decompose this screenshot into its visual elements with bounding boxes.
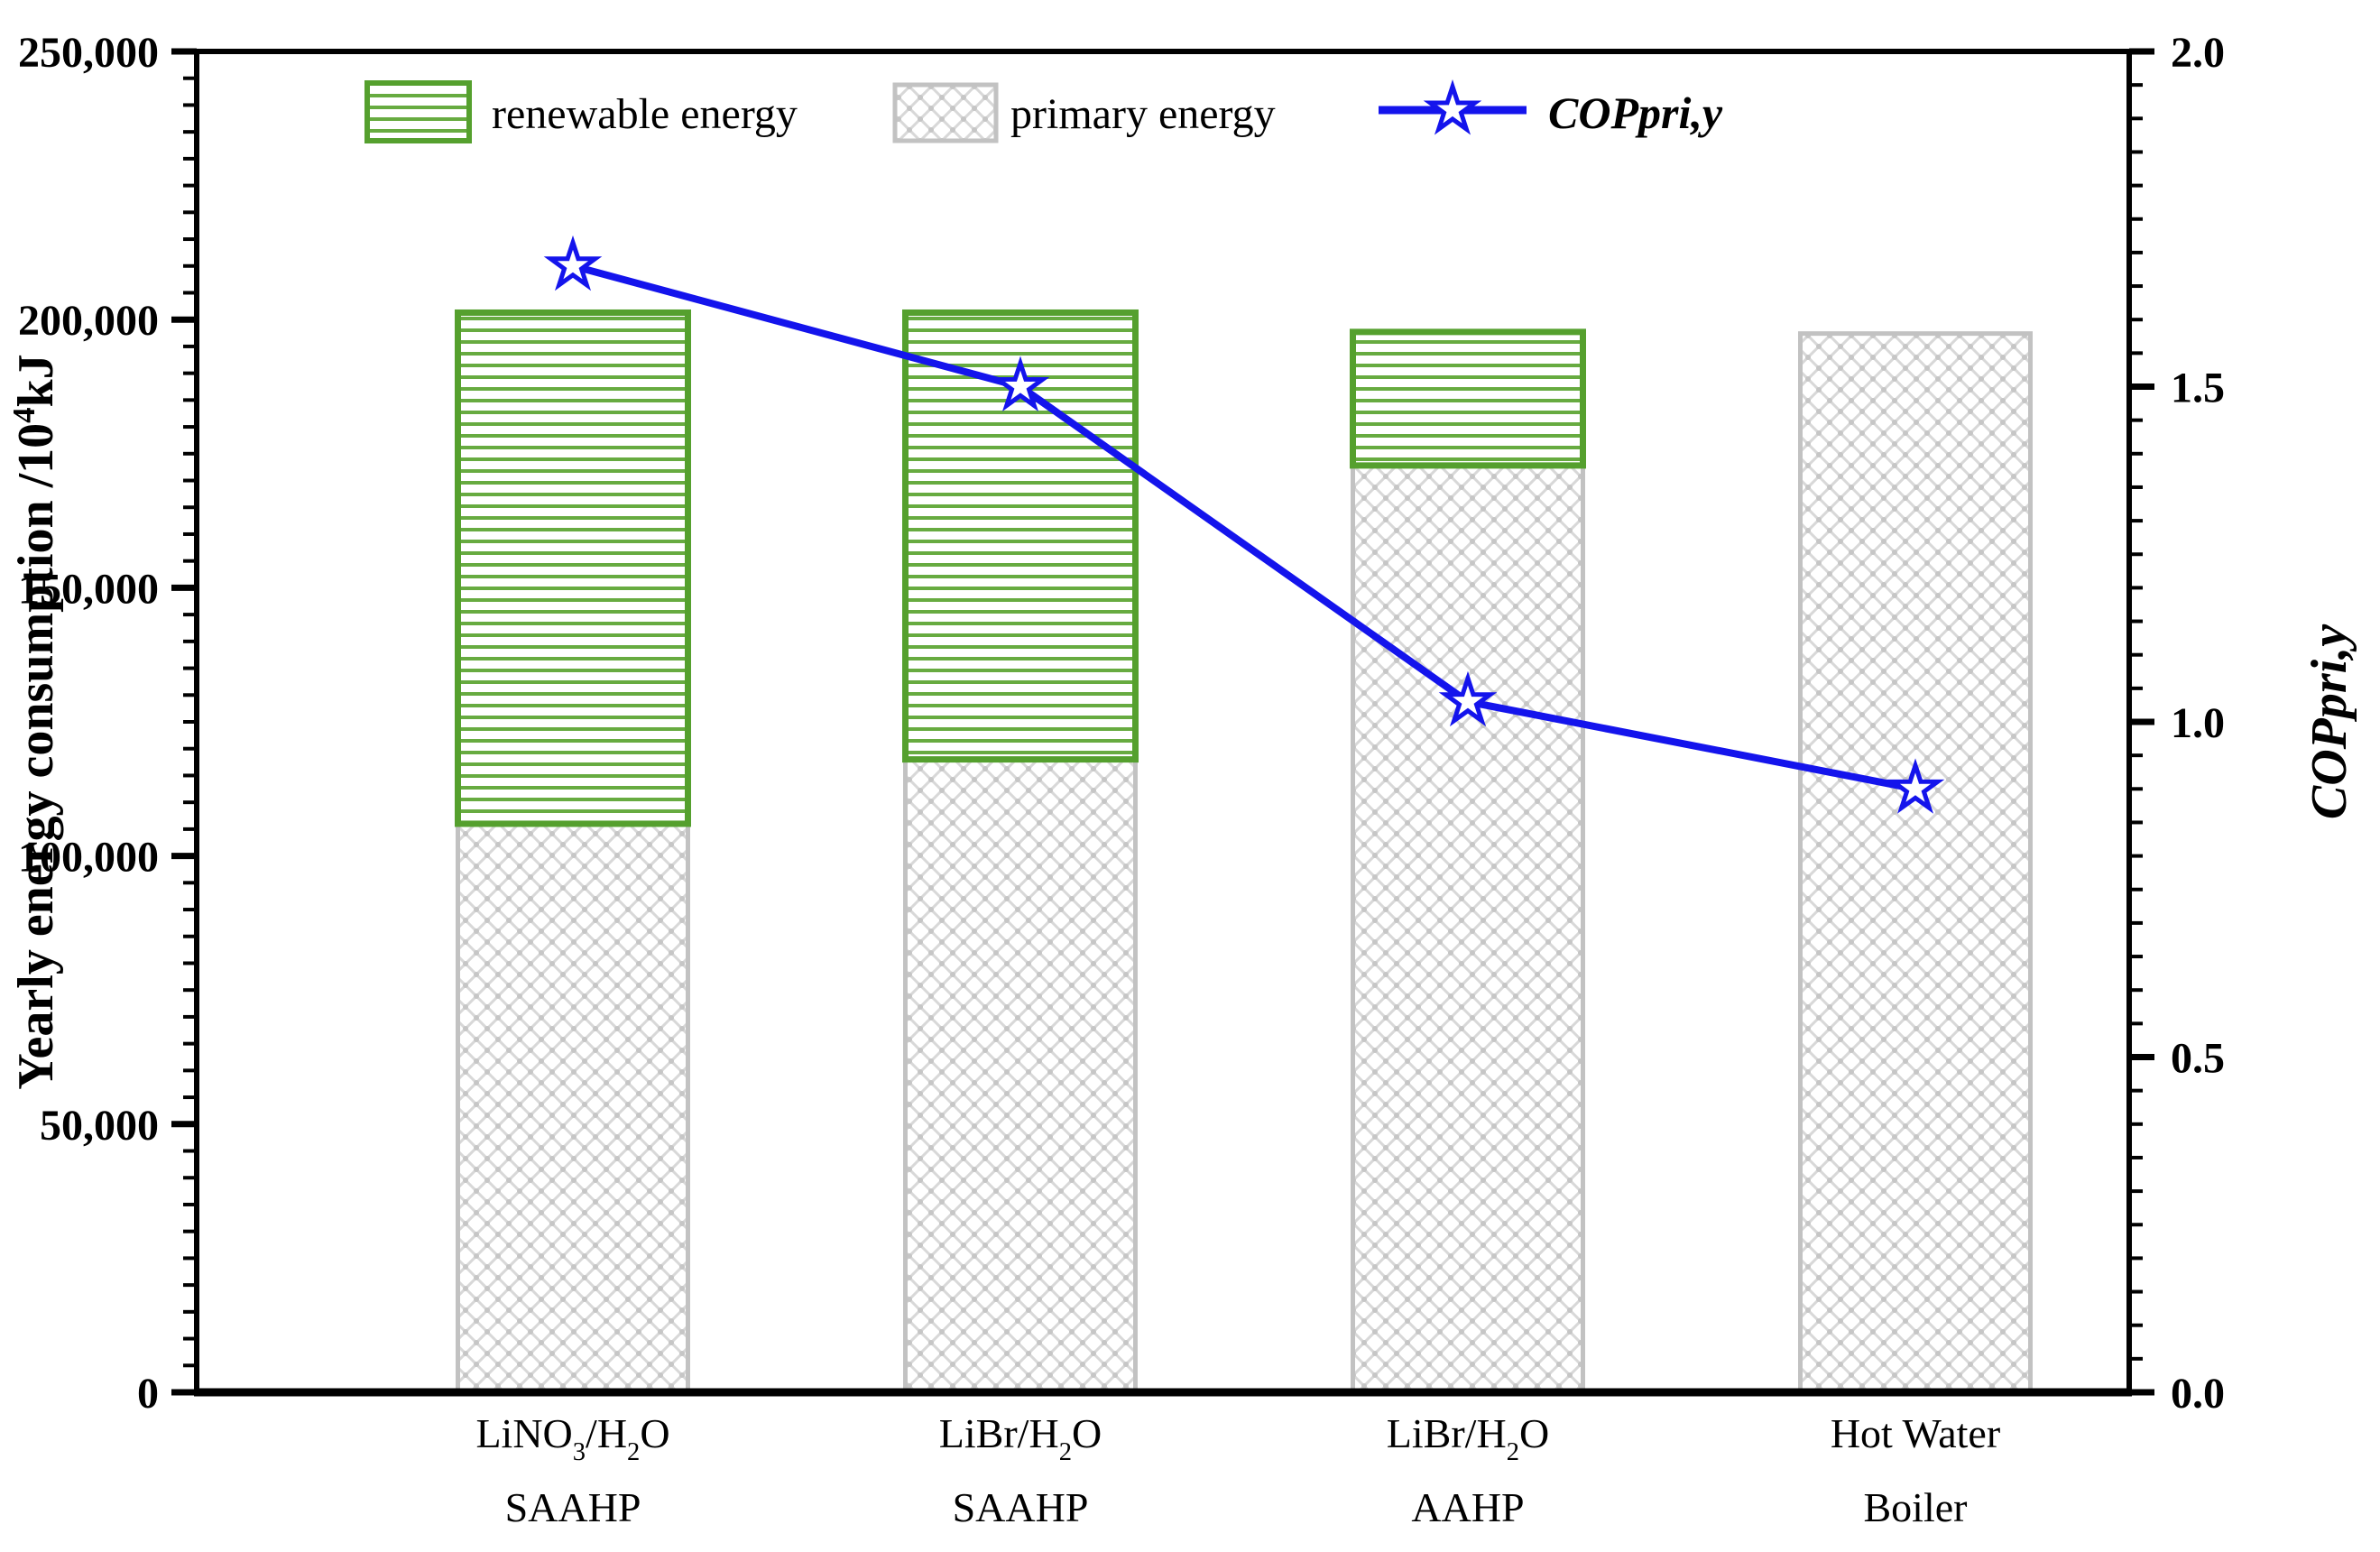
bar-renewable-energy-0 xyxy=(455,309,691,827)
bar-primary-energy-1 xyxy=(903,757,1138,1395)
axis-titles: Yearly energy consumption /104​kJ COPpri,… xyxy=(6,354,2357,1089)
bar-primary-energy-3 xyxy=(1798,331,2033,1395)
legend: renewable energy primary energy COPpri,y xyxy=(364,79,1723,143)
right-axis-title: COPpri,y xyxy=(2302,624,2357,819)
bars xyxy=(455,309,2033,1395)
right-tick-label: 1.0 xyxy=(2171,699,2225,747)
category-label-line1-2: LiBr/H2​O xyxy=(1387,1410,1549,1466)
bar-renewable-energy-2 xyxy=(1350,328,1586,469)
star-marker-3 xyxy=(1886,758,1945,814)
cop-line xyxy=(571,262,1916,793)
right-tick-label: 2.0 xyxy=(2171,29,2225,77)
legend-label-primary: primary energy xyxy=(1010,90,1276,138)
category-label-line1-1: LiBr/H2​O xyxy=(939,1410,1102,1466)
star-marker-1 xyxy=(991,356,1050,411)
legend-swatch-renewable xyxy=(364,80,472,143)
bar-primary-energy-0 xyxy=(456,821,690,1395)
category-label-line1-0: LiNO3​/H2​O xyxy=(475,1410,669,1466)
legend-label-cop: COPpri,y xyxy=(1548,88,1723,138)
category-label-line2-2: AAHP xyxy=(1411,1484,1524,1530)
category-labels: LiNO3​/H2​O SAAHP LiBr/H2​O SAAHP LiBr/H2​O A… xyxy=(475,1410,2000,1530)
left-tick-label: 0 xyxy=(137,1370,159,1418)
category-label-line1-3: Hot Water xyxy=(1831,1410,2000,1456)
legend-star-icon xyxy=(1423,79,1482,135)
axes: 0 50,000 100,000 150,000 200,000 250,000 0.0 0.… xyxy=(18,29,2225,1418)
left-tick-label: 250,000 xyxy=(18,29,159,77)
legend-label-renewable: renewable energy xyxy=(492,90,798,138)
cop-line-series xyxy=(543,235,1945,814)
left-tick-label: 50,000 xyxy=(40,1102,159,1150)
left-tick-label: 200,000 xyxy=(18,297,159,345)
bar-primary-energy-2 xyxy=(1351,463,1585,1395)
legend-swatch-primary xyxy=(892,82,999,143)
star-marker-2 xyxy=(1438,670,1498,727)
category-label-line2-3: Boiler xyxy=(1864,1484,1968,1530)
left-axis-title: Yearly energy consumption /104​kJ xyxy=(6,354,64,1089)
right-tick-label: 0.0 xyxy=(2171,1370,2225,1418)
star-marker-0 xyxy=(543,235,603,291)
right-tick-label: 1.5 xyxy=(2171,365,2225,412)
right-tick-label: 0.5 xyxy=(2171,1035,2225,1083)
category-label-line2-1: SAAHP xyxy=(953,1484,1089,1530)
left-tick-label: 150,000 xyxy=(18,565,159,613)
left-tick-label: 100,000 xyxy=(18,834,159,882)
category-label-line2-0: SAAHP xyxy=(505,1484,641,1530)
